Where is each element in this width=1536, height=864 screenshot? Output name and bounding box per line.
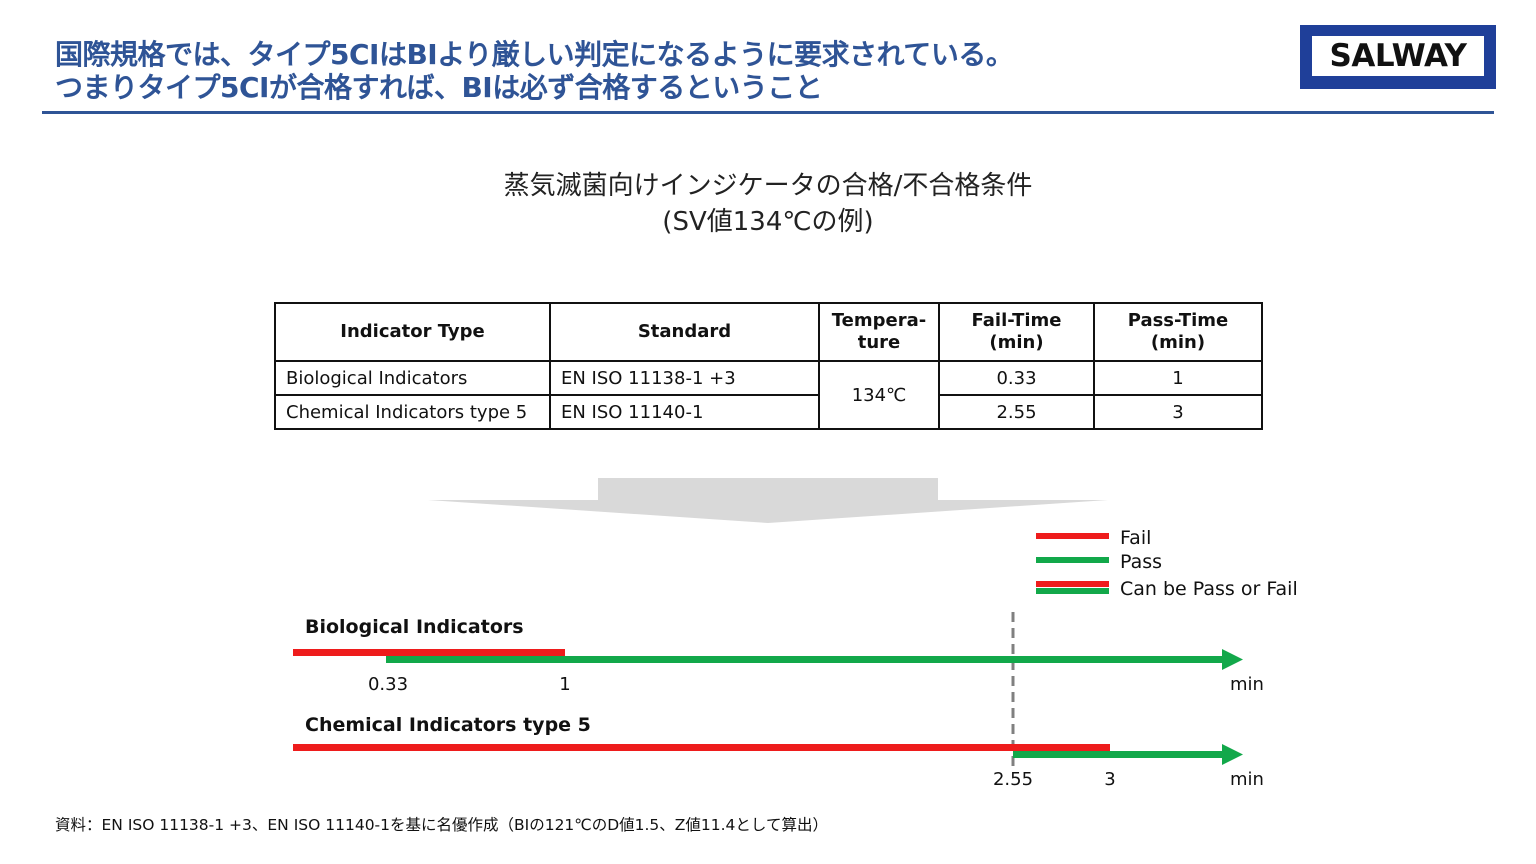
source-note: 資料：EN ISO 11138-1 +3、EN ISO 11140-1を基に名優…	[55, 816, 828, 834]
cell-fail-time: 0.33	[938, 360, 1095, 396]
header-rule	[42, 111, 1494, 114]
bi-fail-time-label: 0.33	[368, 674, 408, 695]
headline-line-1: 国際規格では、タイプ5CIはBIより厳しい判定になるように要求されている。	[55, 38, 1014, 71]
bi-timeline-title: Biological Indicators	[305, 616, 524, 638]
ci-unit-label: min	[1230, 769, 1264, 790]
bi-pass-time-label: 1	[559, 674, 570, 695]
cell-type: Biological Indicators	[274, 360, 551, 396]
bi-fail-bar	[293, 649, 565, 656]
legend-pass-label: Pass	[1120, 551, 1162, 573]
legend-both-swatch-pass	[1036, 588, 1109, 594]
cell-type: Chemical Indicators type 5	[274, 394, 551, 430]
ci-fail-bar	[293, 744, 1110, 751]
ci-arrow-head-icon	[1222, 744, 1243, 765]
down-arrow-icon	[428, 478, 1108, 523]
subtitle-line-2: (SV値134℃の例)	[662, 207, 874, 237]
subtitle-line-1: 蒸気滅菌向けインジケータの合格/不合格条件	[503, 171, 1033, 201]
cell-pass-time: 3	[1093, 394, 1263, 430]
headline: 国際規格では、タイプ5CIはBIより厳しい判定になるように要求されている。 つま…	[55, 38, 1014, 104]
legend-fail-swatch	[1036, 533, 1109, 539]
header-temperature: Tempera- ture	[818, 302, 940, 362]
table-header-row: Indicator Type Standard Tempera- ture Fa…	[274, 302, 1263, 362]
ci-pass-bar	[1013, 751, 1222, 758]
cell-standard: EN ISO 11138-1 +3	[549, 360, 820, 396]
legend-fail-label: Fail	[1120, 527, 1151, 549]
header-fail-time: Fail-Time (min)	[938, 302, 1095, 362]
cell-fail-time: 2.55	[938, 394, 1095, 430]
bi-unit-label: min	[1230, 674, 1264, 695]
header-pass-time: Pass-Time (min)	[1093, 302, 1263, 362]
legend-pass-swatch	[1036, 557, 1109, 563]
cell-standard: EN ISO 11140-1	[549, 394, 820, 430]
ci-pass-time-label: 3	[1104, 769, 1115, 790]
cell-pass-time: 1	[1093, 360, 1263, 396]
cell-temperature: 134℃	[818, 360, 940, 430]
standards-table: Indicator Type Standard Tempera- ture Fa…	[274, 302, 1263, 430]
legend-both-swatch-fail	[1036, 581, 1109, 587]
table-row: Chemical Indicators type 5 EN ISO 11140-…	[274, 394, 1263, 430]
bi-pass-bar	[386, 656, 1222, 663]
ci-fail-time-label: 2.55	[993, 769, 1033, 790]
bi-arrow-head-icon	[1222, 649, 1243, 670]
header-indicator-type: Indicator Type	[274, 302, 551, 362]
ci-timeline-title: Chemical Indicators type 5	[305, 714, 591, 736]
table-row: Biological Indicators EN ISO 11138-1 +3 …	[274, 360, 1263, 430]
legend-both-label: Can be Pass or Fail	[1120, 578, 1298, 600]
header-standard: Standard	[549, 302, 820, 362]
headline-line-2: つまりタイプ5CIが合格すれば、BIは必ず合格するということ	[55, 71, 823, 104]
diagram-subtitle: 蒸気滅菌向けインジケータの合格/不合格条件 (SV値134℃の例)	[0, 168, 1536, 240]
logo-text: SALWAY	[1329, 38, 1467, 74]
salway-logo: SALWAY	[1300, 25, 1496, 89]
